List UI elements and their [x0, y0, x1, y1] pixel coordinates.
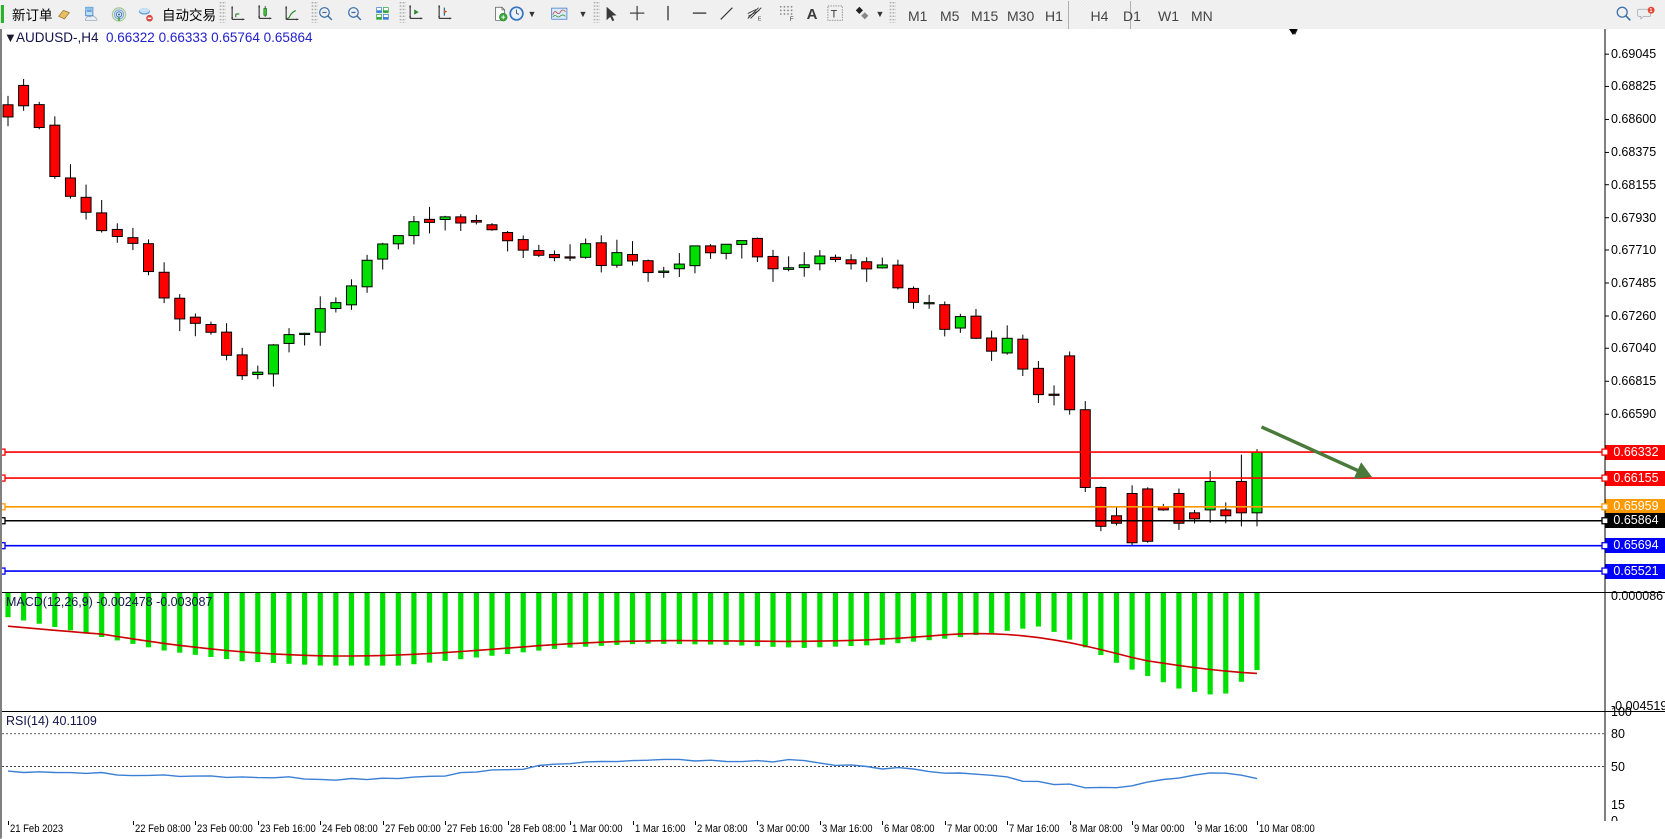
svg-text:E: E	[758, 16, 762, 22]
svg-text:T: T	[831, 9, 838, 21]
svg-text:F: F	[790, 16, 794, 23]
svg-text:1: 1	[1649, 8, 1652, 14]
